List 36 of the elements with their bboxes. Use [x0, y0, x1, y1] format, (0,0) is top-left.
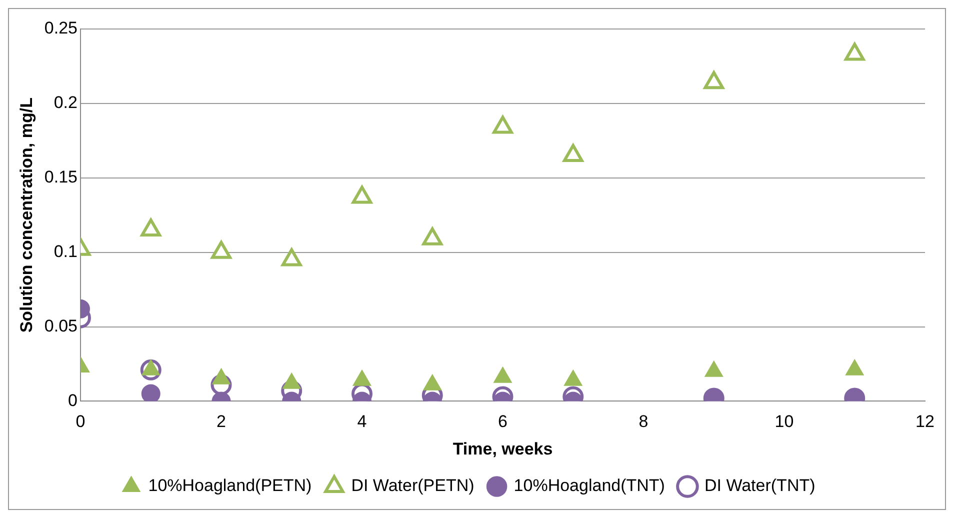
legend-label: DI Water(TNT) [704, 476, 816, 496]
point [142, 359, 160, 376]
y-tick-label: 0 [68, 390, 78, 410]
x-axis-title: Time, weeks [452, 439, 553, 458]
point [352, 186, 372, 204]
point [211, 240, 232, 259]
legend-label: 10%Hoagland(TNT) [514, 476, 665, 496]
point [845, 359, 864, 376]
point [704, 360, 724, 377]
x-tick-label: 12 [916, 412, 934, 432]
point [564, 370, 582, 386]
point [704, 71, 724, 90]
point [422, 227, 443, 246]
x-tick-label: 6 [498, 412, 508, 432]
y-tick-label: 0.2 [54, 93, 78, 112]
y-axis-title: Solution concentration, mg/L [16, 98, 36, 333]
point [281, 248, 302, 266]
point [212, 368, 230, 384]
x-tick-label: 2 [216, 412, 226, 432]
point [492, 116, 513, 134]
x-tick-label: 4 [357, 412, 367, 432]
legend-label: 10%Hoagland(PETN) [148, 476, 312, 496]
x-tick-label: 10 [774, 412, 794, 432]
point [423, 374, 442, 390]
x-tick-label: 8 [638, 412, 648, 432]
y-tick-label: 0.15 [44, 168, 78, 187]
point [140, 218, 162, 236]
point [352, 370, 372, 386]
point [844, 42, 865, 61]
point [562, 144, 584, 162]
y-tick-label: 0.25 [44, 18, 78, 38]
legend-label: DI Water(PETN) [351, 476, 474, 496]
y-tick-label: 0.05 [44, 316, 78, 336]
point [494, 366, 512, 383]
point [282, 372, 301, 389]
y-tick-label: 0.1 [54, 242, 78, 262]
